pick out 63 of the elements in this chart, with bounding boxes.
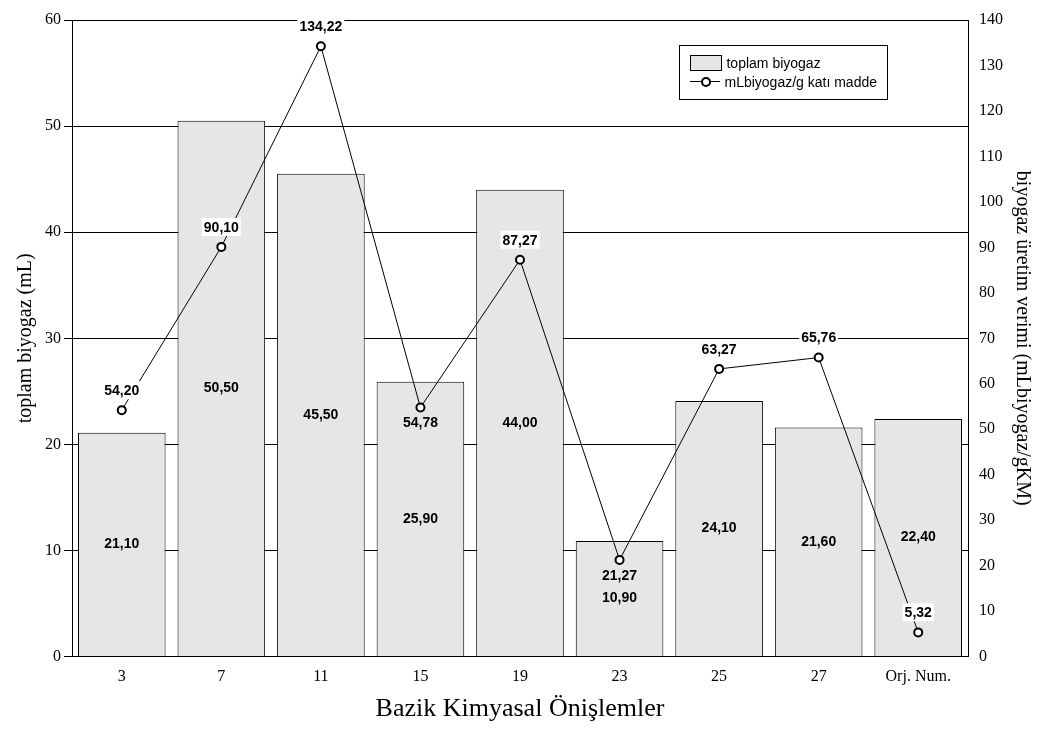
y2-tick-label: 100 [979,192,1003,210]
y-tick-label: 20 [45,434,61,452]
y-tick-label: 0 [53,646,61,664]
data-label: 54,20 [104,382,140,398]
data-label: 25,90 [402,509,439,526]
data-label: 87,27 [502,231,538,248]
data-label: 21,10 [104,535,140,552]
data-label: 63,27 [701,340,737,357]
x-tick-label: 19 [512,667,528,685]
y2-tick-label: 20 [979,555,995,573]
data-label: 5,32 [904,604,933,621]
point [415,402,426,413]
point [913,627,924,638]
point [714,363,725,374]
point [315,41,326,52]
data-label: 50,50 [203,379,240,396]
legend-label: mLbiyogaz/g katı madde [724,74,877,90]
y-tick-label: 50 [45,116,61,134]
x-tick-label: 7 [217,667,226,685]
x-tick-label: Orj. Num. [885,667,951,686]
x-tick-label: 3 [117,667,126,685]
point [614,554,625,565]
y2-axis-title: biyogaz üretim verimi (mLbiyogaz/gKM) [1011,170,1035,506]
data-label: 22,40 [900,528,936,545]
y-tick-label: 40 [45,222,61,240]
y2-tick-label: 40 [979,464,995,482]
data-label: 24,10 [701,519,737,536]
point [515,254,525,265]
data-label: 21,60 [801,532,837,549]
y2-tick-label: 80 [979,283,995,301]
data-label: 44,00 [502,413,538,430]
point [216,241,227,252]
x-tick-label: 15 [412,667,429,685]
x-tick-label: 25 [711,667,728,685]
y2-tick-label: 0 [979,646,987,664]
y2-tick-label: 120 [979,101,1003,119]
x-tick-label: 23 [611,667,628,685]
y2-tick-label: 110 [979,146,1003,164]
legend-label: toplam biyogaz [726,55,821,71]
y2-tick-label: 60 [979,373,995,391]
data-label: 134,22 [299,18,343,35]
point [813,352,824,363]
y-tick-label: 30 [45,328,61,346]
x-tick-label: 11 [313,667,329,685]
data-label: 45,50 [303,405,339,422]
y2-tick-label: 90 [979,237,995,255]
y2-tick-label: 70 [979,328,995,346]
y2-tick-label: 140 [979,10,1003,28]
data-label: 10,90 [602,589,638,606]
y2-tick-label: 10 [979,601,995,619]
data-label: 90,10 [203,218,240,235]
y-tick-label: 60 [45,10,61,28]
x-tick-label: 27 [810,667,827,685]
data-label: 54,78 [402,414,439,431]
y-axis-title: toplam biyogaz (mL) [13,253,37,424]
y-tick-label: 10 [45,540,61,558]
y2-tick-label: 130 [979,55,1003,73]
y2-tick-label: 50 [979,419,995,437]
x-axis-title: Bazik Kimyasal Önişlemler [375,693,665,723]
point [116,405,127,416]
y2-tick-label: 30 [979,510,995,528]
data-label: 21,27 [602,566,638,583]
data-label: 65,76 [801,329,837,346]
